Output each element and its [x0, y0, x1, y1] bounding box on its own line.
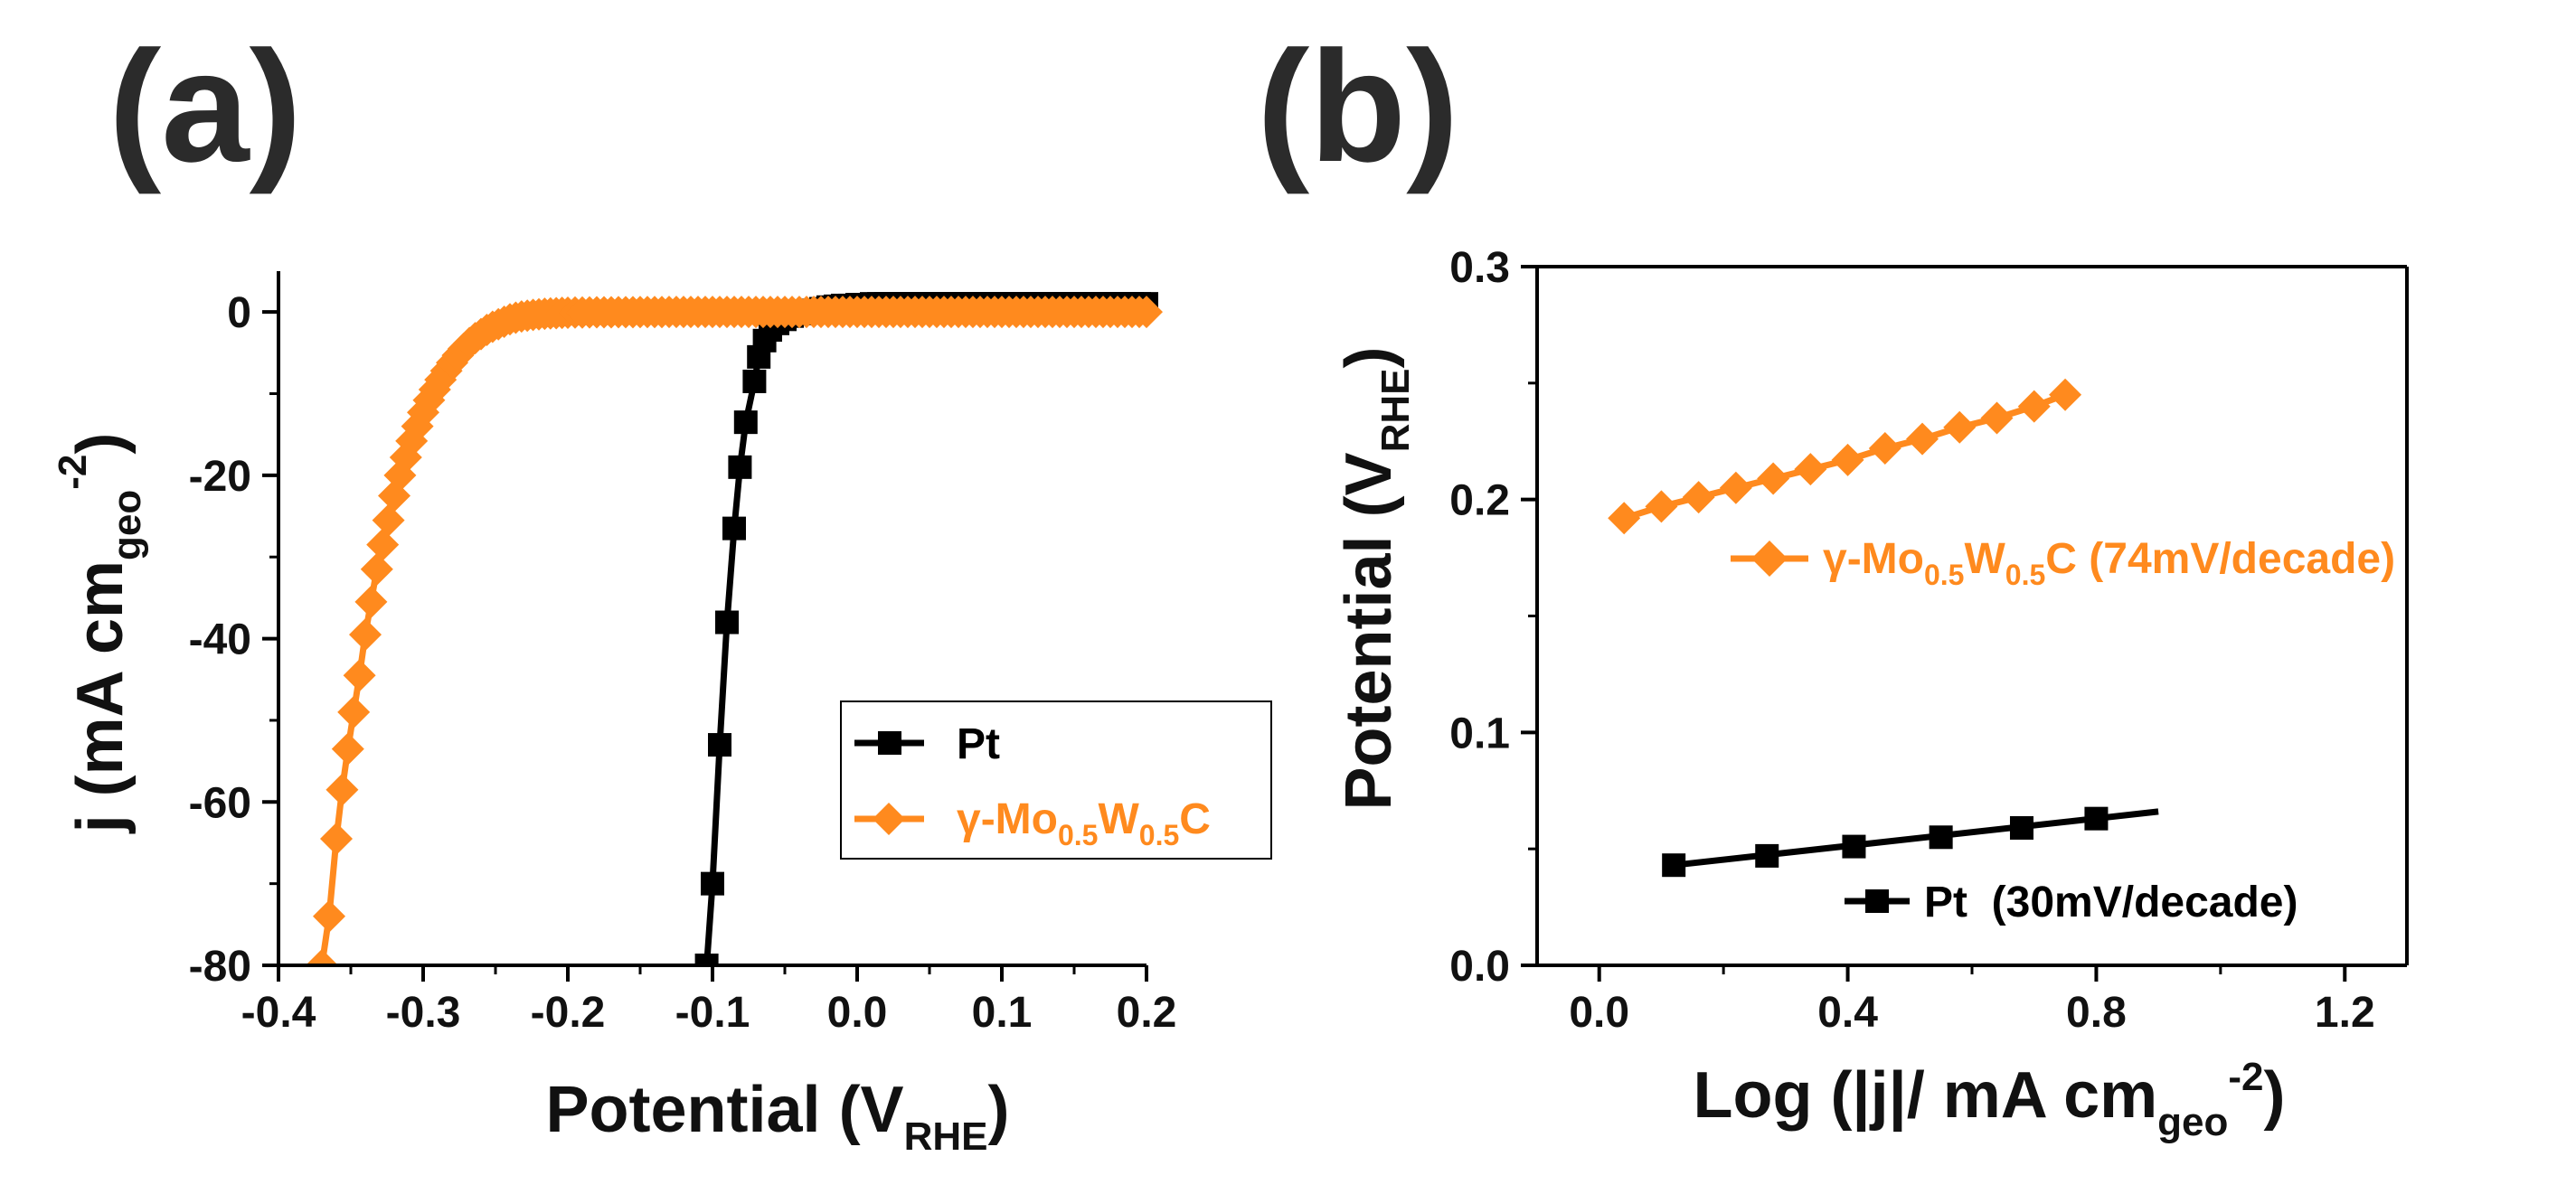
data-point-mowc	[366, 528, 400, 561]
series-pt	[694, 292, 1158, 965]
panel-b-series	[1608, 378, 2159, 878]
series-line-mowc	[318, 308, 1146, 965]
legend-b-mowc-marker	[1751, 541, 1788, 577]
data-point-pt	[715, 610, 739, 635]
x-tick-label: 0.8	[2066, 989, 2127, 1037]
data-point-mowc	[1794, 453, 1827, 486]
data-point-mowc	[1980, 401, 2014, 435]
data-point-pt	[701, 871, 724, 896]
y-tick-label: -60	[189, 779, 251, 827]
data-point-pt	[2009, 815, 2033, 840]
data-point-mowc	[1130, 296, 1163, 329]
x-tick-label: 0.1	[972, 989, 1033, 1037]
data-point-pt	[722, 516, 746, 541]
y-tick-label: -40	[189, 616, 251, 664]
x-tick-label: 0.0	[1569, 989, 1629, 1037]
series-line-pt	[703, 300, 1146, 965]
data-point-mowc	[1831, 443, 1864, 476]
panel-a-legend: Pt γ-Mo0.5W0.5C	[840, 700, 1272, 860]
panel-a-axes	[262, 271, 1148, 982]
data-point-pt	[708, 733, 731, 757]
legend-b-pt-marker	[1865, 889, 1889, 913]
legend-pt-label: Pt	[957, 720, 1000, 768]
panel-b-legend-mowc: γ-Mo0.5W0.5C (74mV/decade)	[1731, 535, 2395, 591]
data-point-mowc	[354, 585, 388, 618]
data-point-mowc	[1943, 410, 1977, 444]
data-point-pt	[1929, 825, 1953, 850]
y-tick-label: -80	[189, 943, 251, 991]
data-point-mowc	[306, 949, 338, 965]
x-tick-label: 0.2	[1117, 989, 1177, 1037]
legend-pt-marker	[878, 731, 901, 755]
data-point-mowc	[360, 552, 393, 586]
x-tick-label: -0.1	[675, 989, 750, 1037]
series-pt	[1662, 806, 2159, 878]
data-point-mowc	[1719, 471, 1752, 504]
data-point-mowc	[383, 458, 417, 492]
data-point-pt	[728, 455, 752, 479]
panel-a-x-axis-title: Potential (VRHE)	[546, 1074, 1010, 1159]
series-mowc	[1608, 378, 2082, 535]
panel-b: (b) 0.0 0.4 0.8 1.2 0.0 0.1 0.2 0.3 Log (|j|/ m…	[1257, 19, 2409, 1144]
data-point-mowc	[337, 695, 371, 729]
panel-b-legend-pt: Pt (30mV/decade)	[1845, 879, 2298, 926]
data-point-mowc	[349, 618, 382, 652]
data-point-mowc	[1757, 462, 1790, 495]
panel-b-y-axis-title: Potential (VRHE)	[1333, 347, 1418, 811]
series-line-pt	[1673, 808, 2159, 869]
data-point-mowc	[1906, 422, 1939, 456]
data-point-mowc	[1608, 502, 1641, 535]
data-point-mowc	[320, 822, 353, 855]
x-tick-label: -0.2	[531, 989, 606, 1037]
panel-a-legend-box	[840, 700, 1272, 860]
y-tick-label: 0.2	[1449, 477, 1510, 525]
y-tick-label: 0.3	[1449, 244, 1510, 292]
legend-mowc-marker	[873, 803, 905, 835]
series-mowc	[306, 296, 1163, 965]
panel-a-series	[306, 292, 1163, 965]
y-tick-label: -20	[189, 453, 251, 501]
x-tick-label: 0.0	[827, 989, 888, 1037]
panel-a-y-axis-title: j (mA cmgeo-2)	[51, 433, 149, 835]
x-tick-label: -0.4	[241, 989, 316, 1037]
legend-b-mowc-label: γ-Mo0.5W0.5C (74mV/decade)	[1823, 535, 2395, 591]
data-point-mowc	[372, 503, 405, 537]
y-tick-label: 0.0	[1449, 943, 1510, 991]
data-point-pt	[1755, 843, 1779, 868]
data-point-mowc	[1868, 431, 1901, 465]
data-point-mowc	[1682, 481, 1715, 514]
data-point-mowc	[331, 732, 364, 766]
panel-b-axes	[1521, 265, 2409, 982]
data-point-mowc	[343, 659, 376, 692]
data-point-mowc	[1645, 490, 1678, 523]
legend-mowc-label: γ-Mo0.5W0.5C	[957, 795, 1211, 851]
data-point-mowc	[2049, 378, 2082, 411]
data-point-pt	[2084, 806, 2109, 831]
x-tick-label: -0.3	[386, 989, 461, 1037]
data-point-mowc	[2017, 390, 2051, 423]
panel-b-label: (b)	[1257, 19, 1458, 195]
x-tick-label: 1.2	[2315, 989, 2375, 1037]
panel-b-x-axis-title: Log (|j|/ mA cmgeo-2)	[1694, 1055, 2286, 1144]
data-point-pt	[1842, 834, 1866, 859]
y-tick-label: 0	[227, 289, 251, 337]
legend-b-pt-label: Pt (30mV/decade)	[1924, 879, 2298, 926]
data-point-pt	[1662, 853, 1686, 878]
y-tick-label: 0.1	[1449, 710, 1510, 757]
panel-a-tick-labels: -0.4 -0.3 -0.2 -0.1 0.0 0.1 0.2 0 -20 -40 -60 -80	[189, 289, 1177, 1037]
data-point-pt	[694, 954, 719, 965]
x-tick-label: 0.4	[1817, 989, 1878, 1037]
panel-a-label: (a)	[109, 19, 302, 195]
data-point-pt	[742, 369, 767, 393]
panel-b-tick-labels: 0.0 0.4 0.8 1.2 0.0 0.1 0.2 0.3	[1449, 244, 2374, 1037]
data-point-mowc	[313, 899, 345, 933]
panel-a: (a) -0.4 -0.3 -0.2 -0.1 0.0 0.1 0.20-20-40-60-…	[51, 19, 1272, 1159]
data-point-pt	[733, 410, 758, 435]
data-point-mowc	[326, 773, 359, 806]
